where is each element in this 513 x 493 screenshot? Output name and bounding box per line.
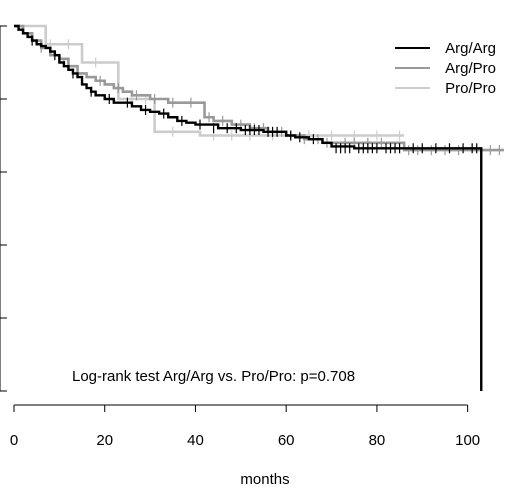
x-tick-label: 80 — [369, 432, 386, 449]
legend-label: Pro/Pro — [445, 80, 496, 97]
x-tick-label: 20 — [96, 432, 113, 449]
legend: Arg/Arg Arg/Pro Pro/Pro — [395, 40, 496, 97]
series-step-line — [14, 24, 405, 137]
x-tick-label: 100 — [455, 432, 480, 449]
x-axis-title: months — [240, 471, 289, 488]
axes-layer: 0 20 40 60 80 100 — [0, 25, 480, 449]
log-rank-annotation: Log-rank test Arg/Arg vs. Pro/Pro: p=0.7… — [72, 368, 355, 385]
x-tick-label: 40 — [187, 432, 204, 449]
series-arg-arg — [14, 24, 483, 391]
series-layer — [14, 24, 504, 391]
series-pro-pro — [14, 24, 405, 141]
x-tick-label: 0 — [10, 432, 18, 449]
legend-label: Arg/Pro — [445, 60, 496, 77]
x-tick-label: 60 — [278, 432, 295, 449]
series-step-line — [14, 24, 483, 391]
legend-label: Arg/Arg — [445, 40, 496, 57]
